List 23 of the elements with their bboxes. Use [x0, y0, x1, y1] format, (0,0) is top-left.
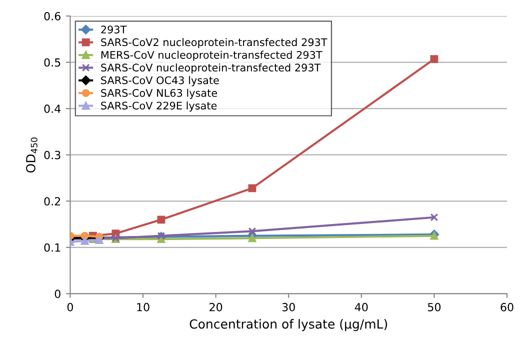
y-tick-label: 0: [54, 290, 60, 298]
y-tick-label: 0.3: [44, 150, 60, 160]
legend-label: SARS-CoV NL63 lysate: [101, 88, 218, 99]
y-tick-label: 0.2: [44, 197, 60, 206]
x-axis-title: Concentration of lysate (µg/mL): [190, 319, 388, 332]
x-tick-label: 0: [67, 302, 73, 312]
x-tick-label: 50: [428, 302, 441, 312]
x-tick-label: 10: [137, 302, 150, 312]
y-axis-title: OD$_{450}$: [26, 138, 38, 173]
legend-label: SARS-CoV OC43 lysate: [101, 76, 219, 86]
y-tick-label: 0.6: [44, 12, 60, 20]
y-tick-label: 0.1: [44, 243, 60, 252]
x-tick-label: 30: [282, 302, 295, 312]
x-tick-label: 40: [354, 302, 368, 312]
y-tick-label: 0.5: [44, 58, 60, 67]
legend-label: 293T: [101, 26, 127, 34]
x-tick-label: 20: [210, 302, 222, 312]
y-tick-label: 0.4: [44, 104, 61, 113]
legend-label: SARS-CoV nucleoprotein-transfected 293T: [101, 63, 321, 74]
legend-label: SARS-CoV 229E lysate: [101, 102, 217, 112]
legend-label: SARS-CoV2 nucleoprotein-transfected 293T: [101, 38, 328, 48]
legend-label: MERS-CoV nucleoprotein-transfected 293T: [101, 50, 322, 61]
x-tick-label: 60: [500, 302, 514, 312]
